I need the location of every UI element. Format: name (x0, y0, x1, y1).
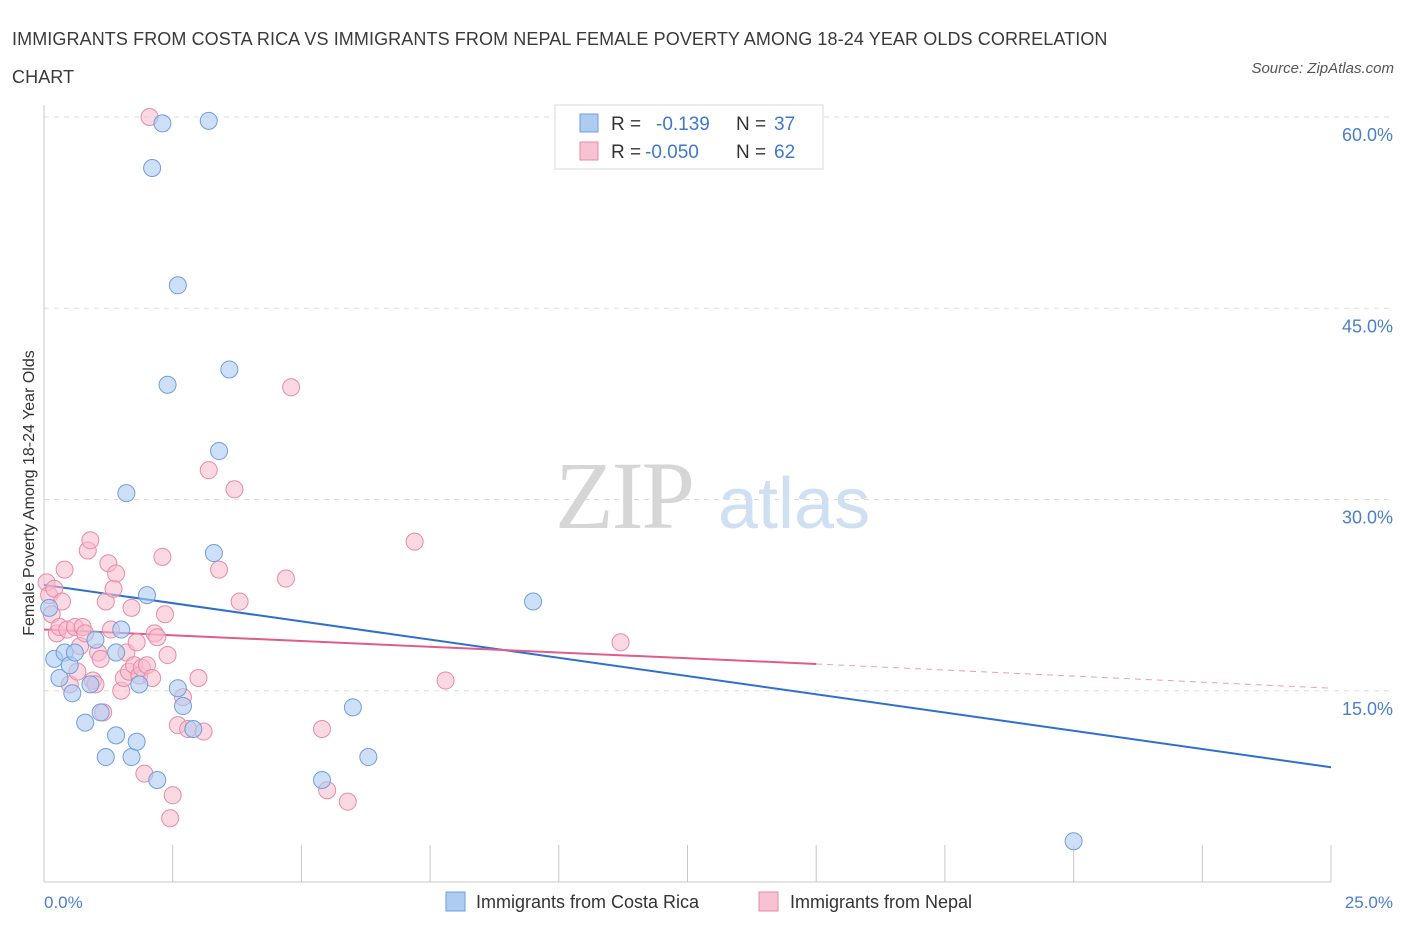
y-tick-label-30: 30.0% (1342, 508, 1393, 528)
point-costa-rica-31 (220, 360, 239, 379)
stats-legend-frame (554, 104, 824, 170)
point-costa-rica-6 (65, 643, 84, 662)
legend-label-nepal: Immigrants from Nepal (790, 892, 972, 912)
trend-line-nepal-extrapolated (816, 663, 1332, 689)
point-nepal-44 (158, 646, 177, 665)
point-costa-rica-25 (168, 679, 187, 698)
point-nepal-7 (55, 560, 74, 579)
point-costa-rica-11 (96, 748, 115, 767)
stats-legend-swatch-costa-rica (579, 113, 599, 133)
stats-r-label-1: R = (611, 114, 641, 135)
point-nepal-33 (127, 633, 146, 652)
point-costa-rica-12 (107, 726, 126, 745)
point-nepal-53 (210, 560, 229, 579)
point-nepal-56 (276, 569, 295, 588)
legend-swatch-nepal (758, 891, 779, 912)
point-costa-rica-28 (199, 111, 218, 130)
stats-legend: R = -0.139 N = 37 R = -0.050 N = 62 (554, 104, 824, 170)
point-nepal-46 (163, 786, 182, 805)
stats-r-value-2: -0.050 (645, 142, 699, 163)
point-costa-rica-7 (76, 713, 95, 732)
y-tick-label-45: 45.0% (1342, 316, 1393, 336)
stats-legend-swatch-nepal (579, 141, 599, 161)
source-label: Source: ZipAtlas.com (1251, 60, 1394, 77)
point-nepal-45 (161, 809, 180, 828)
point-nepal-20 (91, 649, 110, 668)
point-costa-rica-5 (63, 684, 82, 703)
y-axis-title: Female Poverty Among 18-24 Year Olds (21, 350, 38, 636)
stats-n-value-2: 62 (774, 142, 795, 163)
point-costa-rica-0 (40, 598, 59, 617)
point-costa-rica-20 (143, 159, 162, 177)
x-tick-marks (172, 845, 1332, 882)
point-costa-rica-19 (137, 586, 156, 605)
stats-n-label-2: N = (736, 142, 766, 163)
trend-line-costa-rica (43, 583, 1332, 769)
point-nepal-26 (107, 564, 126, 583)
point-costa-rica-35 (524, 592, 543, 611)
stats-r-label-2: R = (611, 142, 641, 163)
legend-label-costa-rica: Immigrants from Costa Rica (476, 892, 700, 912)
point-costa-rica-17 (127, 732, 146, 751)
point-costa-rica-26 (173, 697, 192, 716)
point-costa-rica-36 (1064, 832, 1083, 851)
point-nepal-41 (148, 628, 167, 647)
y-tick-labels: 15.0% 30.0% 45.0% 60.0% (1342, 125, 1393, 719)
point-costa-rica-8 (81, 675, 100, 694)
point-costa-rica-16 (122, 748, 141, 767)
point-costa-rica-22 (153, 114, 172, 133)
legend-swatch-costa-rica (445, 891, 466, 912)
point-costa-rica-21 (148, 771, 167, 789)
point-nepal-62 (436, 671, 455, 690)
x-tick-label-max: 25.0% (1345, 893, 1393, 912)
point-costa-rica-13 (107, 643, 126, 662)
x-tick-label-min: 0.0% (44, 893, 83, 912)
point-nepal-50 (189, 669, 208, 687)
point-nepal-16 (81, 531, 100, 550)
point-costa-rica-15 (117, 484, 136, 503)
point-costa-rica-24 (168, 276, 187, 295)
data-points (37, 108, 1083, 851)
point-nepal-25 (104, 579, 123, 598)
stats-n-value-1: 37 (774, 114, 795, 135)
point-costa-rica-32 (312, 771, 331, 789)
point-costa-rica-14 (112, 620, 131, 639)
point-nepal-57 (282, 378, 301, 397)
chart-title: IMMIGRANTS FROM COSTA RICA VS IMMIGRANTS… (12, 29, 1108, 87)
point-costa-rica-27 (184, 720, 203, 738)
trend-line-nepal (43, 628, 817, 665)
point-nepal-63 (611, 633, 630, 652)
point-nepal-52 (199, 461, 218, 480)
point-nepal-54 (225, 480, 244, 499)
point-costa-rica-2 (50, 669, 69, 687)
point-nepal-42 (153, 547, 172, 566)
point-nepal-55 (230, 592, 249, 611)
point-nepal-43 (155, 605, 174, 624)
point-nepal-58 (312, 720, 331, 738)
trend-lines (43, 583, 1332, 769)
point-costa-rica-29 (204, 544, 223, 563)
stats-n-label-1: N = (736, 114, 766, 135)
point-costa-rica-9 (86, 630, 105, 649)
point-costa-rica-33 (343, 698, 362, 717)
series-legend: Immigrants from Costa Rica Immigrants fr… (445, 891, 972, 912)
stats-r-value-1: -0.139 (656, 114, 710, 135)
watermark-zip: ZIP (555, 442, 693, 549)
point-costa-rica-23 (158, 375, 177, 394)
point-nepal-31 (122, 598, 141, 617)
point-nepal-60 (338, 792, 357, 811)
point-costa-rica-30 (210, 442, 229, 461)
y-tick-label-60: 60.0% (1342, 125, 1393, 145)
point-costa-rica-18 (130, 675, 149, 694)
point-nepal-61 (405, 532, 424, 551)
y-tick-label-15: 15.0% (1342, 699, 1393, 719)
point-costa-rica-10 (91, 703, 110, 722)
point-costa-rica-34 (359, 748, 378, 767)
watermark-atlas: atlas (718, 464, 870, 544)
